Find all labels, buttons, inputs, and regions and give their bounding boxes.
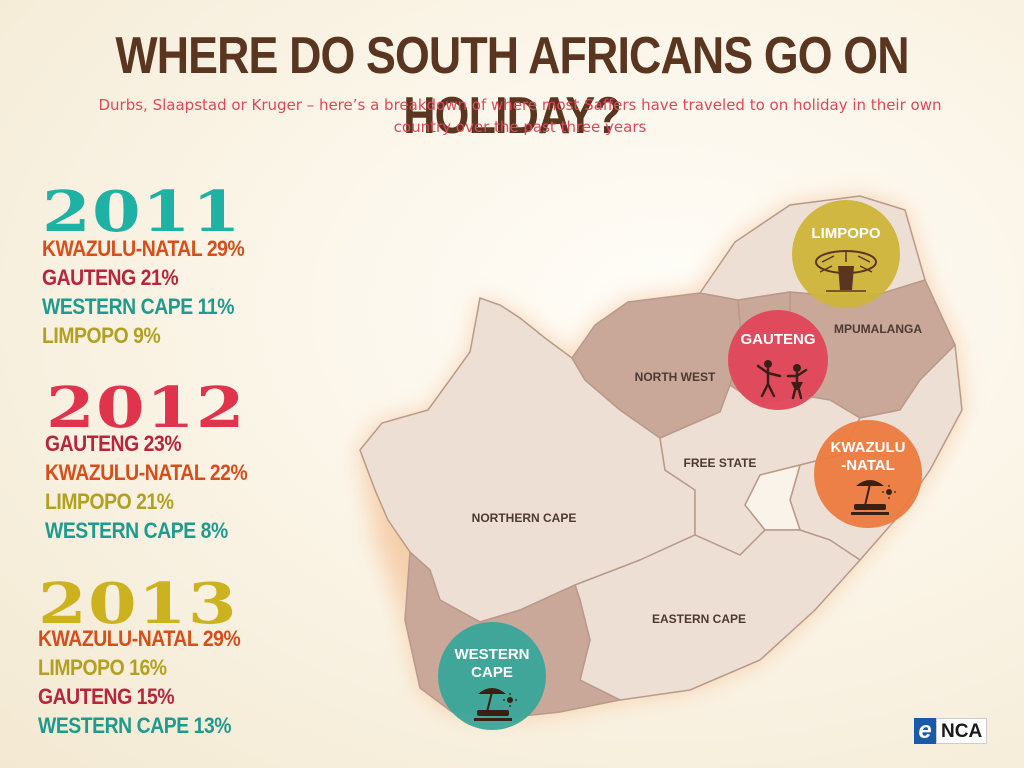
bubble-label-wc-line2: CAPE [471, 664, 513, 681]
stat-item: LIMPOPO 21% [45, 489, 174, 514]
bubble-label-gauteng: GAUTENG [741, 331, 816, 348]
baobab-tree-icon [815, 250, 877, 292]
gauteng-bubble: GAUTENG [728, 310, 828, 410]
kwazulu-natal-bubble: KWAZULU -NATAL [814, 420, 922, 528]
year-2011-list: KWAZULU-NATAL 29% GAUTENG 21% WESTERN CA… [42, 234, 272, 350]
label-north-west: NORTH WEST [635, 370, 716, 384]
subtitle-line-2: country over the past three years [393, 118, 647, 136]
subtitle-line-1: Durbs, Slaapstad or Kruger – here’s a br… [98, 96, 942, 114]
limpopo-bubble: LIMPOPO [792, 200, 900, 308]
stat-item: WESTERN CAPE 11% [42, 294, 234, 319]
logo-nca: NCA [936, 718, 988, 744]
stat-item: KWAZULU-NATAL 22% [45, 460, 248, 485]
enca-logo: e NCA [914, 718, 988, 744]
beach-umbrella-icon [474, 688, 517, 721]
year-heading-2013: 2013 [38, 571, 238, 637]
year-2013-list: KWAZULU-NATAL 29% LIMPOPO 16% GAUTENG 15… [38, 624, 268, 740]
beach-umbrella-icon [851, 480, 896, 515]
page-title: WHERE DO SOUTH AFRICANS GO ON HOLIDAY? [115, 27, 909, 145]
stat-item: KWAZULU-NATAL 29% [38, 626, 241, 651]
stat-item: LIMPOPO 16% [38, 655, 167, 680]
label-mpumalanga: MPUMALANGA [834, 322, 922, 336]
label-eastern-cape: EASTERN CAPE [652, 612, 746, 626]
page-subtitle: Durbs, Slaapstad or Kruger – here’s a br… [80, 94, 960, 138]
stat-item: GAUTENG 21% [42, 265, 179, 290]
stat-item: WESTERN CAPE 8% [45, 518, 228, 543]
year-2012-list: GAUTENG 23% KWAZULU-NATAL 22% LIMPOPO 21… [45, 429, 275, 545]
dancing-people-icon [756, 360, 808, 400]
logo-e: e [914, 718, 936, 744]
stat-item: GAUTENG 23% [45, 431, 182, 456]
label-free-state: FREE STATE [684, 456, 757, 470]
stat-item: LIMPOPO 9% [42, 323, 161, 348]
western-cape-bubble: WESTERN CAPE [438, 622, 546, 730]
year-heading-2012: 2012 [46, 375, 246, 441]
year-heading-2011: 2011 [42, 179, 242, 245]
bubble-label-limpopo: LIMPOPO [811, 225, 881, 242]
label-northern-cape: NORTHERN CAPE [472, 511, 577, 525]
stat-item: KWAZULU-NATAL 29% [42, 236, 245, 261]
bubble-label-wc-line1: WESTERN [455, 646, 530, 663]
bubble-label-kzn-line1: KWAZULU [831, 439, 906, 456]
stat-item: GAUTENG 15% [38, 684, 175, 709]
bubble-label-kzn-line2: -NATAL [841, 457, 895, 474]
stat-item: WESTERN CAPE 13% [38, 713, 232, 738]
